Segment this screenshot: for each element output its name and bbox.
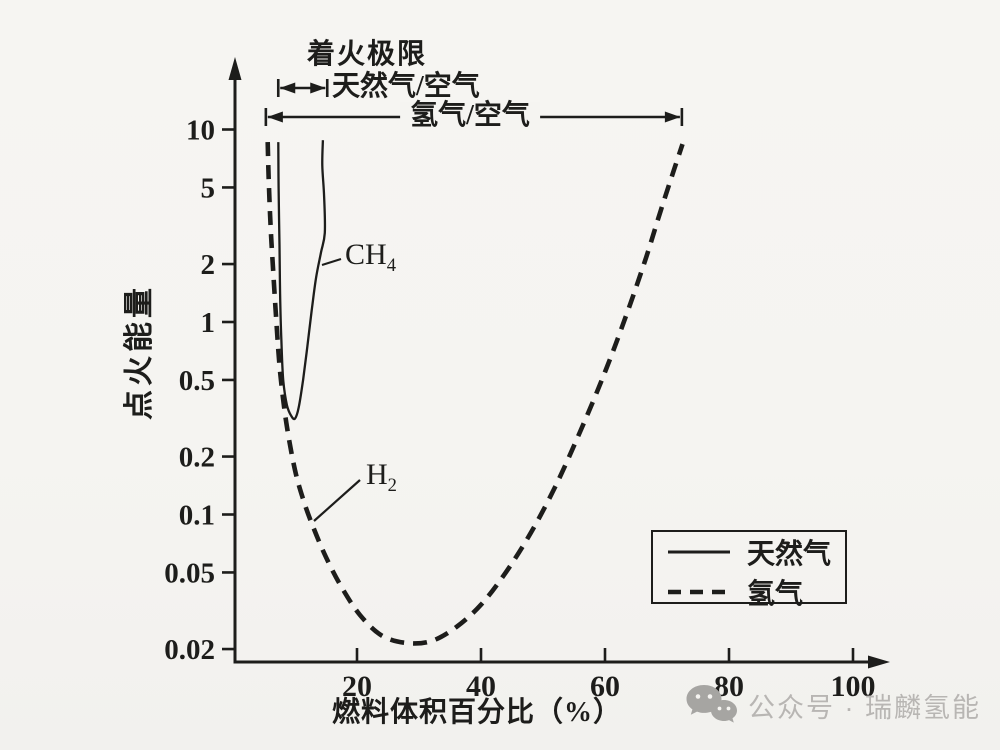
h2-label-text: H: [366, 458, 388, 492]
natural-gas-air-range-label: 天然气/空气: [332, 70, 480, 102]
ch4-label-text: CH: [345, 238, 387, 272]
hydrogen-air-range-left-arrowhead: [267, 111, 283, 123]
ignition-limits-title: 着火极限: [306, 39, 428, 70]
x-axis-title: 燃料体积百分比（%）: [331, 697, 623, 728]
y-tick-label-2: 2: [201, 249, 216, 281]
solid-line-swatch: [668, 550, 730, 554]
y-tick-label-0.05: 0.05: [164, 557, 215, 589]
x-tick-label-100: 100: [831, 670, 876, 703]
ch4-curve-label: CH4: [345, 240, 396, 276]
dashed-line-swatch: [668, 589, 730, 595]
natural-gas-air-range-right-arrowhead: [310, 82, 326, 94]
x-axis-arrowhead: [868, 655, 890, 669]
legend-item-natural-gas: 天然气: [666, 532, 845, 572]
h2-curve-label: H2: [366, 460, 397, 496]
legend-item-hydrogen: 氢气: [666, 572, 845, 612]
wechat-icon: [686, 685, 737, 723]
x-tick-label-40: 40: [466, 670, 496, 703]
y-tick-label-10: 10: [186, 115, 215, 147]
natural-gas-air-range-left-arrowhead: [279, 82, 296, 94]
watermark-text: 公众号 · 瑞麟氢能: [748, 692, 981, 723]
x-tick-label-20: 20: [342, 670, 372, 703]
h2-label-subscript: 2: [387, 475, 397, 497]
ch4-label-subscript: 4: [386, 255, 396, 277]
legend-label-natural-gas: 天然气: [747, 539, 832, 570]
y-tick-label-5: 5: [201, 172, 216, 204]
x-tick-label-60: 60: [590, 670, 620, 703]
y-tick-label-0.02: 0.02: [164, 634, 215, 666]
y-tick-label-0.5: 0.5: [179, 365, 215, 397]
h2-pointer-line: [313, 479, 361, 522]
y-axis-title: 点火能量: [123, 284, 156, 420]
watermark: 公众号 · 瑞麟氢能: [684, 684, 981, 726]
hydrogen-curve: [265, 142, 685, 646]
y-tick-label-0.1: 0.1: [179, 500, 215, 532]
y-axis-arrowhead: [228, 57, 242, 80]
y-tick-label-1: 1: [201, 307, 216, 339]
natural-gas-curve: [277, 140, 327, 421]
hydrogen-air-range-right-arrowhead: [664, 111, 681, 123]
y-tick-label-0.2: 0.2: [179, 442, 215, 474]
legend: 天然气 氢气: [651, 530, 847, 610]
hydrogen-air-range-label: 氢气/空气: [400, 101, 540, 130]
legend-label-hydrogen: 氢气: [747, 579, 804, 610]
ch4-pointer-line: [321, 258, 342, 266]
